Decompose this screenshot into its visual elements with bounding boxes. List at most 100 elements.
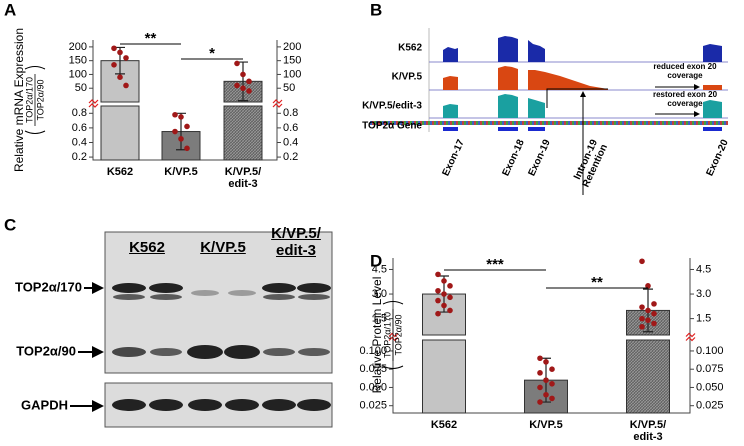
x-tick-label: K/VP.5 <box>529 419 563 431</box>
lane-label: K/VP.5/ edit-3 <box>271 225 321 259</box>
data-point <box>537 399 543 405</box>
y-tick-label: 1.5 <box>696 313 711 325</box>
y-tick-label: 0.2 <box>283 151 298 163</box>
y-label-numerator: TOP2α/170 <box>382 312 392 358</box>
y-label: Relative mRNA Expression <box>12 28 26 172</box>
data-point <box>172 128 178 135</box>
data-point <box>639 315 645 322</box>
band-label: TOP2α/170 <box>15 279 82 294</box>
panel-label: C <box>4 215 16 234</box>
y-tick-label: 0.8 <box>283 107 298 119</box>
y-label-denominator: TOP2α/90 <box>393 314 403 355</box>
track-label: TOP2α Gene <box>362 121 422 132</box>
data-point <box>645 317 651 324</box>
data-point <box>537 355 543 362</box>
data-point <box>184 145 190 152</box>
y-label-denominator: TOP2α/90 <box>35 79 45 120</box>
y-tick-label: 50 <box>283 82 295 94</box>
significance-label: ** <box>591 274 603 291</box>
data-point <box>549 366 555 373</box>
x-tick-label: K562 <box>106 166 134 178</box>
y-tick-label: 0.4 <box>283 136 298 148</box>
data-point <box>441 278 447 284</box>
data-point <box>435 297 441 304</box>
axis-break <box>388 332 399 342</box>
panel-label: D <box>370 251 382 270</box>
y-tick-label: 1.5 <box>372 313 387 325</box>
data-point <box>543 359 549 365</box>
y-tick-label: 0.2 <box>72 151 87 163</box>
data-point <box>537 370 543 376</box>
y-tick-label: 0.100 <box>696 345 724 357</box>
y-tick-label: 0.025 <box>359 400 387 412</box>
y-label: Relative Protein Level <box>370 277 384 394</box>
bar-base <box>422 339 466 414</box>
y-tick-label: 200 <box>69 41 87 53</box>
data-point <box>178 136 184 142</box>
data-point <box>240 71 246 78</box>
y-tick-label: 0.6 <box>283 122 298 134</box>
data-point <box>537 384 543 391</box>
track-labels: K562 K/VP.5 K/VP.5/edit-3 TOP2α Gene <box>362 43 422 132</box>
data-point <box>549 381 555 387</box>
y-tick-label: 200 <box>283 41 301 53</box>
data-point <box>111 62 117 68</box>
x-tick-label: K/VP.5 <box>164 166 198 178</box>
track-label: K562 <box>398 43 422 54</box>
y-tick-label: 4.5 <box>696 263 711 275</box>
y-tick-label: 0.4 <box>72 136 87 148</box>
y-tick-label: 0.050 <box>359 381 387 393</box>
data-point <box>543 391 549 398</box>
data-point <box>240 85 246 92</box>
paren <box>24 66 46 134</box>
y-tick-label: 150 <box>283 55 301 67</box>
x-tick-label: K/VP.5/ edit-3 <box>629 419 667 444</box>
data-point <box>184 123 190 130</box>
lane-label: K/VP.5 <box>200 239 246 256</box>
panel-labels: A B C D <box>4 0 382 270</box>
y-label-numerator: TOP2α/170 <box>24 77 34 123</box>
data-point <box>117 74 123 80</box>
data-point <box>549 395 555 402</box>
y-tick-label: 0.100 <box>359 345 387 357</box>
y-tick-label: 4.5 <box>372 263 387 275</box>
data-point <box>246 88 252 94</box>
data-point <box>172 111 178 118</box>
y-tick-label: 0.8 <box>72 107 87 119</box>
data-point <box>441 302 447 309</box>
bar-base <box>626 339 670 414</box>
y-tick-label: 150 <box>69 55 87 67</box>
bar-base <box>100 105 140 161</box>
y-tick-label: 0.075 <box>696 363 724 375</box>
y-tick-label: 0.6 <box>72 122 87 134</box>
significance-label: ** <box>145 30 157 47</box>
data-point <box>234 60 240 67</box>
data-point <box>645 283 651 289</box>
track-label: K/VP.5/edit-3 <box>362 101 422 112</box>
y-tick-label: 100 <box>69 68 87 80</box>
lane-label: K562 <box>129 239 165 256</box>
y-tick-label: 100 <box>283 68 301 80</box>
panel-label: B <box>370 0 382 19</box>
data-point <box>117 49 123 56</box>
western-blot <box>70 231 333 428</box>
band-label: TOP2α/90 <box>16 343 76 358</box>
data-point <box>123 82 129 89</box>
axis-break <box>88 99 99 108</box>
data-point <box>543 377 549 383</box>
band-label: GAPDH <box>21 397 68 412</box>
data-point <box>435 287 441 294</box>
track-label: K/VP.5 <box>392 72 423 83</box>
x-tick-label: K562 <box>430 419 458 431</box>
annotation: reduced exon 20 coverage <box>653 62 717 80</box>
data-point <box>639 304 645 310</box>
data-point <box>651 310 657 317</box>
data-point <box>178 114 184 120</box>
data-point <box>441 291 447 297</box>
y-tick-label: 0.025 <box>696 400 724 412</box>
y-tick-label: 0.050 <box>696 381 724 393</box>
coverage-tracks <box>370 28 728 195</box>
